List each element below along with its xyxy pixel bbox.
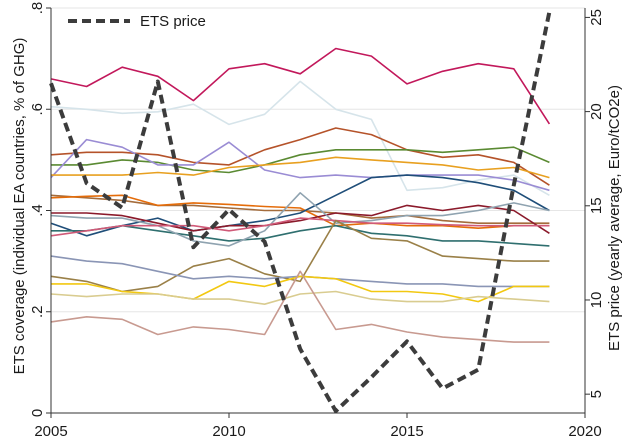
y-tick-label-1: .2 bbox=[29, 305, 46, 318]
coverage-line-5 bbox=[50, 138, 550, 192]
y-tick-label-0: 0 bbox=[29, 409, 46, 417]
x-tick-label-1: 2010 bbox=[212, 423, 245, 439]
y-axis-title: ETS coverage (individual EA countries, %… bbox=[11, 38, 28, 375]
coverage-line-7 bbox=[50, 194, 550, 224]
coverage-line-12 bbox=[50, 192, 550, 247]
coverage-line-6 bbox=[51, 156, 550, 179]
coverage-line-1 bbox=[50, 47, 551, 125]
y2-tick-label-0: 5 bbox=[588, 390, 605, 398]
coverage-line-9 bbox=[50, 174, 550, 237]
y2-tick-label-1: 10 bbox=[588, 292, 605, 309]
y2-axis-title: ETS price (yearly average, Euro/tCO2e) bbox=[606, 85, 623, 351]
coverage-line-8 bbox=[50, 194, 550, 229]
ets-price-line bbox=[49, 11, 552, 414]
y2-tick-label-3: 20 bbox=[588, 103, 605, 120]
coverage-line-17 bbox=[50, 290, 550, 306]
price-series-group bbox=[49, 11, 552, 414]
y2-tick-label-4: 25 bbox=[588, 9, 605, 26]
tick-labels: 0 .2 .4 .6 .8 5 10 15 20 25 2005 2010 2015 2020 bbox=[29, 2, 605, 439]
x-tick-label-0: 2005 bbox=[34, 423, 67, 439]
coverage-line-11 bbox=[51, 204, 550, 234]
coverage-line-10 bbox=[51, 224, 550, 247]
y-tick-label-2: .4 bbox=[29, 204, 46, 217]
y2-tick-label-2: 15 bbox=[588, 197, 605, 214]
axes bbox=[46, 7, 590, 418]
legend-label-ets-price: ETS price bbox=[140, 13, 206, 30]
coverage-line-18 bbox=[50, 270, 550, 343]
y-tick-label-4: .8 bbox=[29, 2, 46, 15]
y-tick-label-3: .6 bbox=[29, 103, 46, 116]
coverage-line-2 bbox=[50, 80, 550, 196]
legend: ETS price bbox=[68, 13, 206, 30]
x-tick-label-3: 2020 bbox=[568, 423, 601, 439]
x-tick-label-2: 2015 bbox=[390, 423, 423, 439]
coverage-line-14 bbox=[50, 219, 550, 293]
coverage-line-13 bbox=[50, 217, 550, 237]
